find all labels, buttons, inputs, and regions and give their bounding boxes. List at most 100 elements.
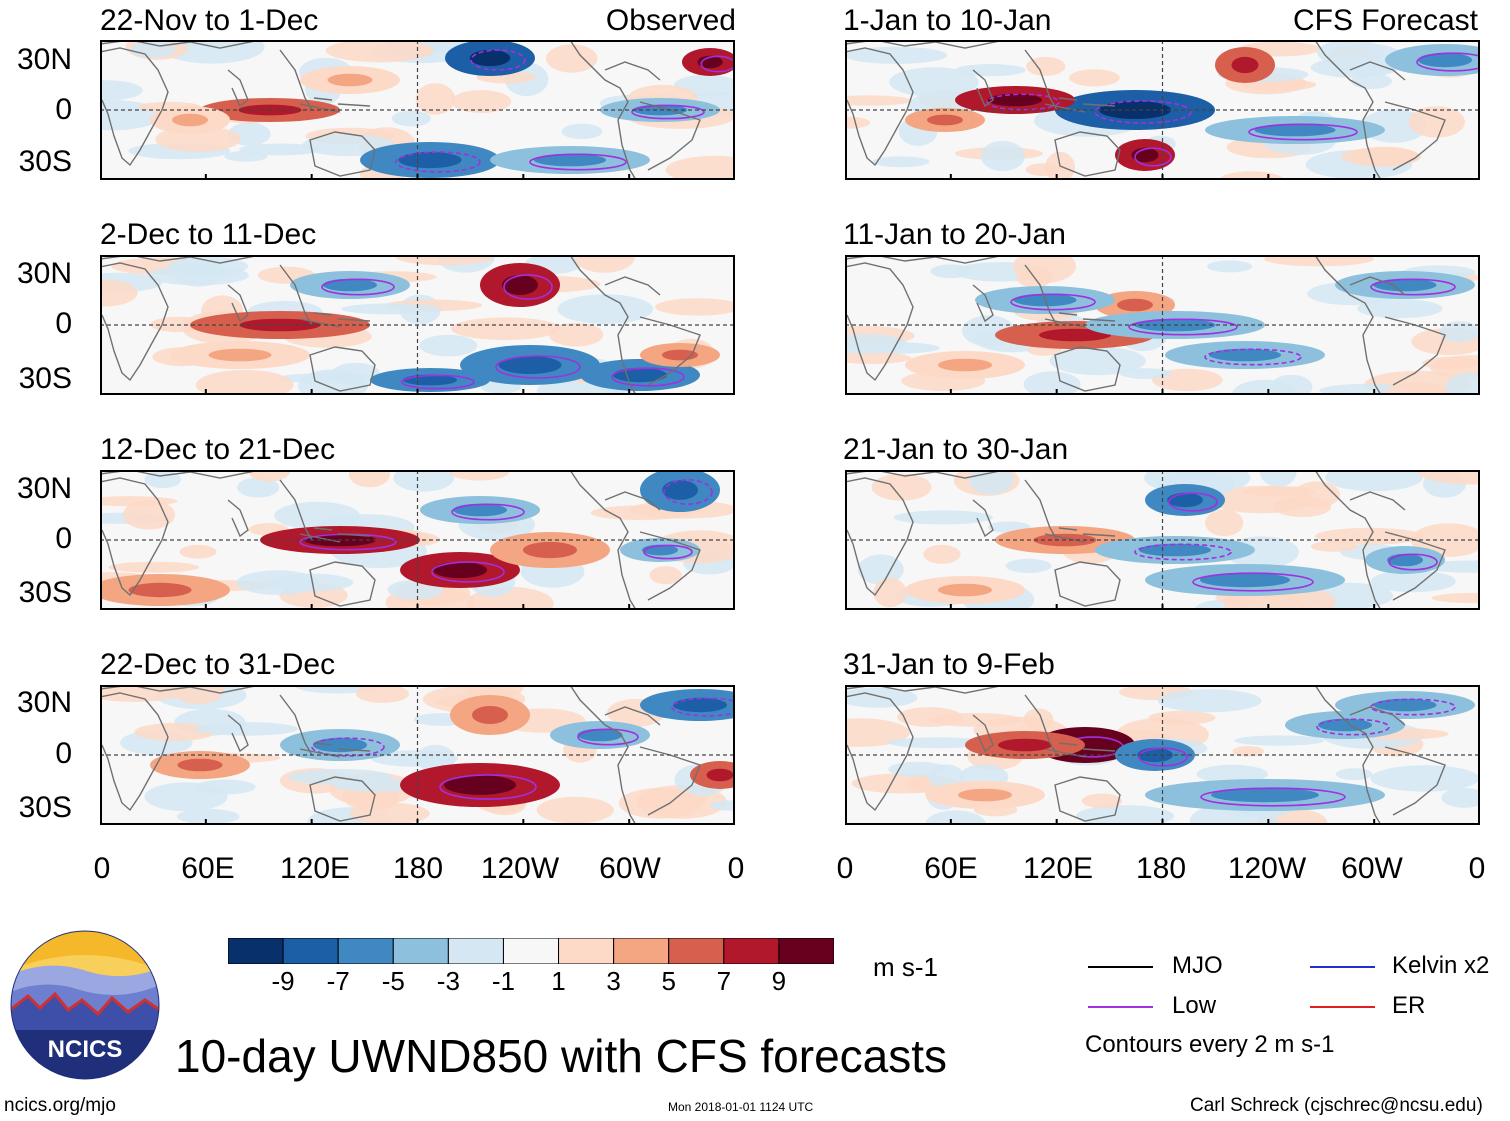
anomaly-core <box>239 318 321 332</box>
lat-tick-30n: 30N <box>16 686 72 719</box>
anomaly-patch <box>561 123 603 140</box>
anomaly-core <box>177 758 223 772</box>
anomaly-patch <box>195 722 299 736</box>
lat-tick-30s: 30S <box>18 576 72 609</box>
lat-tick-30n: 30N <box>16 43 72 76</box>
map-panel-6 <box>845 255 1480 395</box>
anomaly-patch <box>481 381 521 394</box>
anomaly-patch <box>130 41 176 59</box>
low-contour <box>1416 52 1480 72</box>
anomaly-core <box>444 775 516 795</box>
units-label: m s-1 <box>873 952 938 982</box>
coastline <box>845 692 914 812</box>
anomaly-patch <box>1232 746 1264 757</box>
coastline <box>1024 49 1116 113</box>
anomaly-patch <box>845 334 907 354</box>
anomaly-patch <box>355 685 409 703</box>
coastline <box>1024 479 1116 543</box>
anomaly-core <box>472 706 508 724</box>
coastline <box>569 685 637 825</box>
coastline <box>972 499 994 538</box>
anomaly-patch <box>845 46 948 64</box>
anomaly-patch <box>1205 509 1244 537</box>
anomaly-patch <box>1418 470 1480 485</box>
anomaly-patch <box>1422 356 1479 370</box>
author-credit: Carl Schreck (cjschrec@ncsu.edu) <box>1190 1095 1483 1116</box>
colorbar-tick-label: 5 <box>661 966 676 996</box>
coastline <box>1349 706 1406 726</box>
anomaly-patch <box>171 685 225 705</box>
anomaly-patch <box>1293 481 1341 508</box>
anomaly-patch <box>665 155 735 180</box>
low-contour <box>1010 293 1096 311</box>
anomaly-core <box>172 113 208 127</box>
anomaly-patch <box>1120 368 1173 379</box>
anomaly-core <box>1254 123 1336 137</box>
low-contour <box>1204 348 1302 366</box>
anomaly-patch <box>100 496 178 507</box>
lon-tick-0: 0 <box>836 852 854 885</box>
anomaly-patch <box>872 156 930 168</box>
anomaly-patch <box>1445 372 1480 395</box>
low-contour <box>1316 718 1390 736</box>
anomaly-patch <box>391 110 431 127</box>
low-contour <box>451 503 525 521</box>
anomaly-patch <box>1325 470 1423 492</box>
coastline <box>639 316 701 386</box>
low-contour <box>1370 278 1456 296</box>
anomaly-patch <box>349 470 390 488</box>
anomaly-patch <box>548 322 604 347</box>
anomaly-core <box>1209 348 1281 362</box>
anomaly-patch <box>546 44 598 73</box>
coastline <box>227 714 249 753</box>
anomaly-core <box>697 55 723 69</box>
coastline <box>1054 346 1121 392</box>
anomaly-patch <box>237 477 280 498</box>
anomaly-core <box>453 503 507 517</box>
logo-text: NCICS <box>48 1036 123 1063</box>
anomaly-core <box>1318 718 1372 732</box>
timestamp: Mon 2018-01-01 1124 UTC <box>668 1100 814 1114</box>
coastline <box>1384 101 1446 171</box>
colorbar-tick-label: 3 <box>606 966 621 996</box>
coastline <box>100 692 169 812</box>
lon-tick-0-end: 0 <box>727 852 745 885</box>
coastline <box>309 346 376 392</box>
anomaly-patch <box>1023 708 1054 732</box>
lon-tick-60e: 60E <box>924 852 978 885</box>
anomaly-patch <box>419 334 478 357</box>
anomaly-patch <box>557 294 653 324</box>
anomaly-patch <box>845 95 913 106</box>
anomaly-core <box>1117 298 1153 312</box>
low-contour <box>1370 698 1456 716</box>
lon-tick-120e: 120E <box>1022 852 1094 885</box>
lat-tick-30n: 30N <box>16 472 72 505</box>
colorbar-tick-label: 9 <box>771 966 787 996</box>
anomaly-patch <box>147 265 249 286</box>
anomaly-patch <box>396 255 494 266</box>
ncics-logo: NCICS <box>10 930 160 1080</box>
low-contour <box>1388 553 1438 571</box>
legend-er-line <box>1310 1006 1375 1008</box>
coastline <box>279 264 371 328</box>
lat-tick-30n: 30N <box>16 257 72 290</box>
coastline <box>1054 131 1121 177</box>
anomaly-core <box>613 367 667 383</box>
low-contour <box>1192 572 1314 592</box>
panel-title-2: 2-Dec to 11-Dec <box>100 218 317 251</box>
panel-title-3: 12-Dec to 21-Dec <box>100 433 336 466</box>
coastline <box>569 255 637 395</box>
panel-title-1: 22-Nov to 1-Dec <box>100 4 319 37</box>
anomaly-patch <box>1386 382 1448 395</box>
map-panel-5 <box>845 40 1480 180</box>
low-contour <box>671 697 735 717</box>
anomaly-patch <box>1207 260 1253 273</box>
low-contour <box>395 151 481 173</box>
low-contour <box>311 737 385 757</box>
coastline <box>604 61 661 81</box>
anomaly-core <box>1373 278 1437 292</box>
coastline <box>972 284 994 323</box>
anomaly-patch <box>1081 793 1123 809</box>
colorbar-tick-label: -5 <box>381 966 405 996</box>
